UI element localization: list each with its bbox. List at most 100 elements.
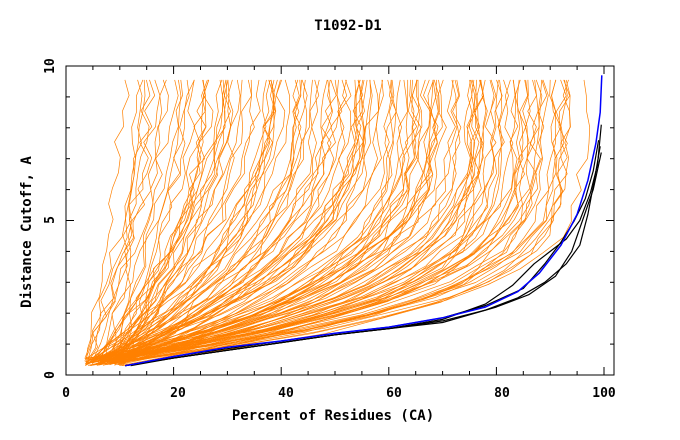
- model-curve: [84, 79, 156, 362]
- model-curve: [84, 79, 300, 366]
- y-tick-label-10: 10: [43, 58, 58, 74]
- model-curve: [85, 79, 179, 364]
- model-curve: [90, 79, 461, 362]
- model-curve: [102, 79, 439, 366]
- model-curve: [85, 79, 348, 366]
- chart-title: T1092-D1: [314, 18, 381, 34]
- model-curve: [98, 79, 528, 366]
- model-curve: [97, 79, 421, 362]
- model-curve: [114, 79, 343, 362]
- model-curve: [97, 79, 422, 365]
- model-curve: [84, 79, 130, 359]
- tick-marks: [65, 65, 614, 376]
- model-curve: [89, 79, 476, 363]
- model-curve: [103, 79, 497, 362]
- model-curve: [92, 79, 243, 365]
- model-curve: [103, 79, 521, 364]
- model-curve: [94, 79, 364, 359]
- model-curve: [115, 79, 439, 361]
- model-curve: [118, 79, 308, 361]
- model-curve: [118, 79, 496, 359]
- y-axis-label: Distance Cutoff, A: [19, 156, 35, 308]
- model-curve: [110, 79, 556, 364]
- model-curve: [103, 79, 210, 361]
- model-curve: [92, 79, 352, 366]
- model-curve: [90, 79, 458, 366]
- model-curve: [105, 79, 509, 362]
- model-curve: [91, 79, 488, 360]
- top-model-curve: [125, 140, 600, 367]
- model-curve: [95, 79, 291, 361]
- model-curve: [118, 79, 395, 366]
- model-curve: [99, 79, 364, 361]
- model-curve: [116, 79, 231, 364]
- model-curve: [108, 79, 241, 361]
- model-curve: [110, 79, 420, 363]
- x-axis-label: Percent of Residues (CA): [232, 408, 434, 424]
- y-tick-label-0: 0: [43, 371, 58, 379]
- model-curve: [104, 79, 276, 366]
- model-curve: [100, 79, 514, 365]
- model-curve: [91, 79, 371, 361]
- model-curve: [91, 79, 531, 363]
- x-tick-label-60: 60: [386, 386, 402, 401]
- model-curve: [97, 79, 208, 364]
- x-tick-label-20: 20: [170, 386, 186, 401]
- model-curve: [93, 79, 151, 359]
- highlight-model-curve: [125, 75, 603, 367]
- model-curve: [119, 79, 434, 364]
- model-curve: [87, 79, 255, 364]
- model-curve: [85, 79, 300, 366]
- model-curve: [121, 79, 332, 365]
- plot-lines: [84, 75, 603, 367]
- model-curve: [120, 79, 308, 366]
- model-curve: [84, 79, 384, 363]
- model-curve: [108, 79, 261, 360]
- model-curve: [104, 79, 473, 361]
- model-curve: [114, 79, 365, 361]
- model-curve: [105, 79, 568, 360]
- model-curve: [87, 79, 456, 361]
- x-tick-label-0: 0: [62, 386, 70, 401]
- model-curve: [88, 79, 482, 364]
- model-curve: [87, 79, 478, 366]
- model-curve: [102, 79, 415, 361]
- model-curve: [108, 79, 196, 361]
- model-curve: [96, 79, 591, 364]
- model-curve: [88, 79, 519, 359]
- model-curve: [87, 79, 529, 360]
- model-curve: [85, 79, 167, 365]
- model-curve: [107, 79, 334, 362]
- model-curve: [93, 79, 361, 362]
- model-curve: [116, 79, 437, 363]
- model-curve: [93, 79, 571, 363]
- y-tick-label-5: 5: [43, 216, 58, 224]
- model-curve: [105, 79, 225, 363]
- model-curve: [115, 79, 373, 363]
- model-curve: [90, 79, 537, 363]
- model-curve: [117, 79, 487, 360]
- model-curve: [100, 79, 313, 363]
- model-curve: [86, 79, 440, 360]
- model-curve: [99, 79, 571, 361]
- model-curve: [84, 79, 281, 365]
- model-curve: [119, 79, 190, 366]
- model-curve: [111, 79, 328, 361]
- top-model-curve: [130, 152, 602, 367]
- model-curve: [85, 79, 543, 359]
- model-curve: [105, 79, 337, 361]
- model-curve: [111, 79, 277, 362]
- x-tick-label-80: 80: [494, 386, 510, 401]
- model-curve: [109, 79, 447, 365]
- model-curve: [106, 79, 518, 365]
- model-curve: [87, 79, 144, 363]
- model-curve: [99, 79, 214, 360]
- model-curve: [103, 79, 275, 359]
- model-curve: [89, 79, 567, 366]
- model-curve: [100, 79, 539, 359]
- x-tick-label-40: 40: [278, 386, 294, 401]
- model-curve: [86, 79, 146, 364]
- x-tick-label-100: 100: [592, 386, 616, 401]
- model-curve: [86, 79, 302, 364]
